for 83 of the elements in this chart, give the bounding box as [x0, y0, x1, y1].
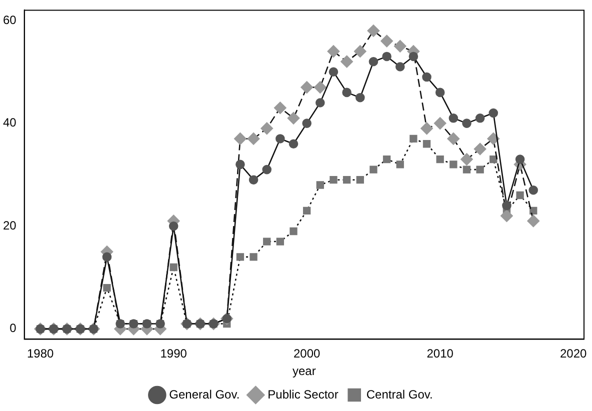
- point: [447, 132, 460, 145]
- point: [434, 117, 446, 130]
- x-tick-label: 2020: [560, 346, 588, 361]
- point: [368, 56, 378, 66]
- point: [355, 92, 365, 102]
- point: [420, 122, 433, 135]
- point: [250, 253, 258, 261]
- point: [168, 221, 178, 231]
- legend-label: Central Gov.: [366, 387, 433, 402]
- point: [395, 62, 405, 72]
- point: [342, 176, 351, 184]
- point: [342, 88, 352, 98]
- point: [316, 181, 324, 189]
- point: [236, 253, 244, 261]
- point: [367, 24, 380, 37]
- point: [422, 140, 431, 148]
- point: [408, 52, 418, 62]
- point: [303, 206, 311, 215]
- point: [236, 160, 245, 170]
- point: [382, 155, 391, 164]
- point: [450, 160, 458, 168]
- point: [356, 176, 364, 184]
- y-tick-label: 60: [2, 12, 17, 27]
- point: [528, 185, 538, 195]
- point: [260, 122, 274, 135]
- point: [448, 114, 458, 123]
- x-tick-label: 1990: [160, 346, 188, 361]
- point: [287, 112, 300, 124]
- point: [274, 102, 286, 114]
- point: [380, 34, 393, 48]
- point: [475, 114, 485, 123]
- point: [290, 227, 298, 236]
- point: [354, 45, 366, 58]
- point: [516, 191, 524, 200]
- point: [263, 238, 271, 246]
- point: [436, 155, 444, 164]
- point: [234, 132, 246, 145]
- point: [276, 238, 284, 246]
- point: [328, 67, 338, 77]
- point: [410, 134, 418, 143]
- point: [103, 284, 111, 292]
- point: [276, 134, 285, 144]
- point: [248, 175, 258, 184]
- point: [316, 98, 325, 108]
- point: [487, 132, 500, 145]
- point: [530, 206, 538, 215]
- point: [262, 164, 272, 174]
- point: [288, 139, 298, 149]
- point: [460, 153, 473, 166]
- point: [170, 263, 178, 272]
- point: [488, 108, 498, 118]
- point: [247, 132, 260, 145]
- x-tick-label: 2000: [293, 346, 321, 361]
- point: [396, 160, 404, 168]
- point: [435, 88, 445, 98]
- point: [394, 40, 406, 52]
- point: [370, 166, 378, 174]
- point: [382, 52, 392, 62]
- y-tick-label: 40: [2, 116, 17, 130]
- point: [476, 166, 484, 174]
- x-tick-label: 1980: [26, 346, 54, 361]
- point: [314, 81, 326, 94]
- y-tick-label: 20: [2, 218, 17, 232]
- point: [340, 55, 353, 68]
- point: [462, 118, 472, 128]
- point: [490, 155, 498, 164]
- x-tick-label: 2010: [426, 346, 454, 361]
- point: [102, 252, 112, 262]
- x-axis-title: year: [292, 364, 316, 378]
- point: [462, 166, 471, 174]
- legend-label: Public Sector: [268, 387, 338, 402]
- point: [474, 142, 486, 156]
- point: [527, 214, 540, 228]
- point: [330, 176, 338, 184]
- point: [500, 210, 513, 222]
- point: [327, 45, 340, 58]
- point: [515, 154, 525, 164]
- point: [300, 81, 313, 94]
- point: [502, 200, 512, 210]
- y-tick-label: 0: [10, 321, 17, 336]
- point: [422, 72, 432, 82]
- point: [302, 118, 312, 128]
- legend-label: General Gov.: [169, 387, 240, 402]
